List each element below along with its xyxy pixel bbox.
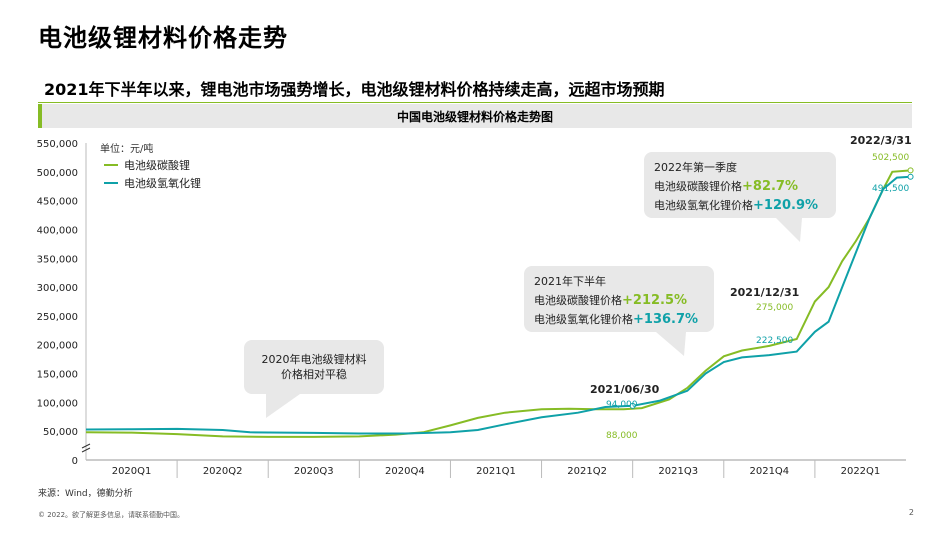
val-label-94000: 94,000 (606, 400, 638, 410)
x-tick-label: 2021Q2 (567, 466, 607, 477)
x-tick-label: 2021Q3 (658, 466, 698, 477)
y-tick-label: 0 (72, 456, 78, 467)
page-subtitle: 2021年下半年以来，锂电池市场强势增长，电池级锂材料价格持续走高，远超市场预期 (44, 80, 665, 99)
y-tick-label: 450,000 (37, 197, 78, 208)
legend: 电池级碳酸锂 电池级氢氧化锂 (104, 156, 201, 192)
y-tick-label: 100,000 (37, 398, 78, 409)
heading-accent (38, 104, 42, 128)
legend-item-carbonate: 电池级碳酸锂 (104, 156, 201, 174)
y-tick-label: 500,000 (37, 168, 78, 179)
x-tick-label: 2022Q1 (841, 466, 881, 477)
val-label-222500: 222,500 (756, 336, 794, 346)
data-point-marker (907, 173, 914, 180)
data-point-marker (907, 167, 914, 174)
val-label-275000: 275,000 (756, 303, 794, 313)
callout-2020-line1: 2020年电池级锂材料 (261, 353, 367, 366)
val-label-88000: 88,000 (606, 431, 638, 441)
source-note: 来源：Wind，德勤分析 (38, 489, 133, 499)
y-tick-label: 200,000 (37, 341, 78, 352)
y-tick-label: 50,000 (43, 427, 78, 438)
date-label-2022-3-31: 2022/3/31 (850, 134, 912, 147)
callout-2022q1-carb: 电池级碳酸锂价格+82.7% (654, 177, 826, 196)
callout-2021h2-carb: 电池级碳酸锂价格+212.5% (534, 291, 704, 310)
footer-copyright: © 2022。欲了解更多信息，请联系德勤中国。 (38, 511, 185, 519)
legend-swatch-carbonate (104, 164, 118, 166)
legend-label-hydroxide: 电池级氢氧化锂 (124, 177, 201, 190)
y-tick-label: 250,000 (37, 312, 78, 323)
page-title: 电池级锂材料价格走势 (38, 24, 288, 52)
callout-2022q1-hydro-label: 电池级氢氧化锂价格 (654, 199, 753, 212)
callout-2022q1-carb-pct: +82.7% (742, 179, 798, 194)
callout-2021h2-carb-pct: +212.5% (622, 293, 688, 308)
callout-2020: 2020年电池级锂材料 价格相对平稳 (244, 340, 384, 394)
callout-2022q1-carb-label: 电池级碳酸锂价格 (654, 180, 742, 193)
y-tick-label: 350,000 (37, 254, 78, 265)
callout-2022q1-hydro: 电池级氢氧化锂价格+120.9% (654, 196, 826, 215)
val-label-502500: 502,500 (872, 153, 910, 163)
callout-2022q1-pointer (776, 218, 802, 242)
y-tick-label: 150,000 (37, 370, 78, 381)
callout-2021h2-pointer (656, 332, 686, 356)
callout-2021h2-hydro-pct: +136.7% (633, 312, 699, 327)
callout-2021h2-hydro-label: 电池级氢氧化锂价格 (534, 313, 633, 326)
callout-2020-pointer (266, 394, 300, 418)
callout-2021h2-line1: 2021年下半年 (534, 275, 606, 288)
x-tick-label: 2020Q1 (112, 466, 152, 477)
y-tick-label: 300,000 (37, 283, 78, 294)
legend-swatch-hydroxide (104, 182, 118, 184)
data-point-marker (629, 402, 636, 409)
callout-2022q1: 2022年第一季度 电池级碳酸锂价格+82.7% 电池级氢氧化锂价格+120.9… (644, 152, 836, 218)
legend-label-carbonate: 电池级碳酸锂 (124, 159, 190, 172)
x-tick-label: 2021Q4 (749, 466, 789, 477)
callout-2020-line2: 价格相对平稳 (281, 368, 347, 381)
callout-2022q1-line1: 2022年第一季度 (654, 161, 737, 174)
top-rule (38, 102, 912, 103)
legend-item-hydroxide: 电池级氢氧化锂 (104, 174, 201, 192)
val-label-491500: 491,500 (872, 184, 910, 194)
chart-heading: 中国电池级锂材料价格走势图 (396, 110, 553, 124)
chart-heading-bar: 中国电池级锂材料价格走势图 (38, 104, 912, 128)
date-label-2021-12-31: 2021/12/31 (730, 286, 800, 299)
page-number: 2 (908, 508, 914, 517)
callout-2021h2-carb-label: 电池级碳酸锂价格 (534, 294, 622, 307)
callout-2021h2-hydro: 电池级氢氧化锂价格+136.7% (534, 310, 704, 329)
axis-break-mark (81, 443, 91, 453)
y-tick-label: 400,000 (37, 225, 78, 236)
x-tick-label: 2021Q1 (476, 466, 516, 477)
callout-2021h2: 2021年下半年 电池级碳酸锂价格+212.5% 电池级氢氧化锂价格+136.7… (524, 266, 714, 332)
callout-2022q1-hydro-pct: +120.9% (753, 198, 819, 213)
x-tick-label: 2020Q4 (385, 466, 425, 477)
x-tick-label: 2020Q3 (294, 466, 334, 477)
unit-label: 单位：元/吨 (100, 144, 154, 155)
x-tick-label: 2020Q2 (203, 466, 243, 477)
series-line-hydroxide (85, 175, 911, 435)
date-label-2021-06-30: 2021/06/30 (590, 383, 660, 396)
y-tick-label: 550,000 (37, 139, 78, 150)
